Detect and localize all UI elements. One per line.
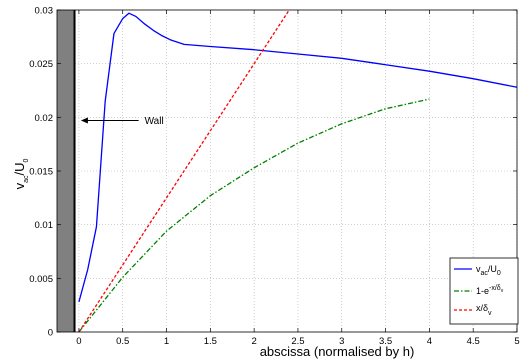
series-line-1 [78,98,430,333]
wall-region [57,10,75,332]
legend-label-exp: 1-e-x/δv [476,285,504,296]
x-tick-label: 0.5 [116,336,129,347]
y-axis-label-sub2: 0 [23,159,30,163]
x-tick-label: 3.5 [379,336,392,347]
x-tick-label: 4 [427,336,432,347]
x-tick-label: 4.5 [467,336,480,347]
wall-arrow-head [80,117,88,124]
y-tick-label: 0.02 [35,113,54,124]
y-tick-label: 0 [48,328,53,339]
x-tick-label: 1 [164,336,169,347]
x-tick-label: 5 [514,336,519,347]
wall-annotation-label: Wall [145,116,164,127]
y-tick-label: 0.025 [29,59,53,70]
y-axis-label-sub1: ac [23,175,30,183]
legend-label-vac: vac/U0 [476,264,501,277]
x-tick-label: 2 [251,336,256,347]
plot-background [57,10,517,332]
x-axis-label: abscissa (normalised by h) [260,344,415,359]
x-tick-label: 3 [339,336,344,347]
x-tick-label: 1.5 [204,336,217,347]
series-line-2 [78,9,290,333]
y-tick-label: 0.015 [29,167,53,178]
series-line-0 [78,12,518,303]
legend: vac/U0 1-e-x/δv x/δv [449,257,519,325]
y-tick-label: 0.03 [35,6,54,17]
x-tick-label: 2.5 [291,336,304,347]
y-axis-label-base: v [12,182,27,189]
y-axis-label-mid: /U [12,163,27,176]
y-axis-label: vac/U0 [12,159,30,190]
x-tick-label: 0 [76,336,81,347]
y-tick-label: 0.01 [35,220,54,231]
legend-label-linear: x/δv [476,303,492,317]
plot-area: 0 0.5 1 1.5 2 2.5 3 3.5 4 4.5 5 0 0.005 0.01 0.015 0.02… [29,6,519,348]
y-tick-label: 0.005 [29,274,53,285]
